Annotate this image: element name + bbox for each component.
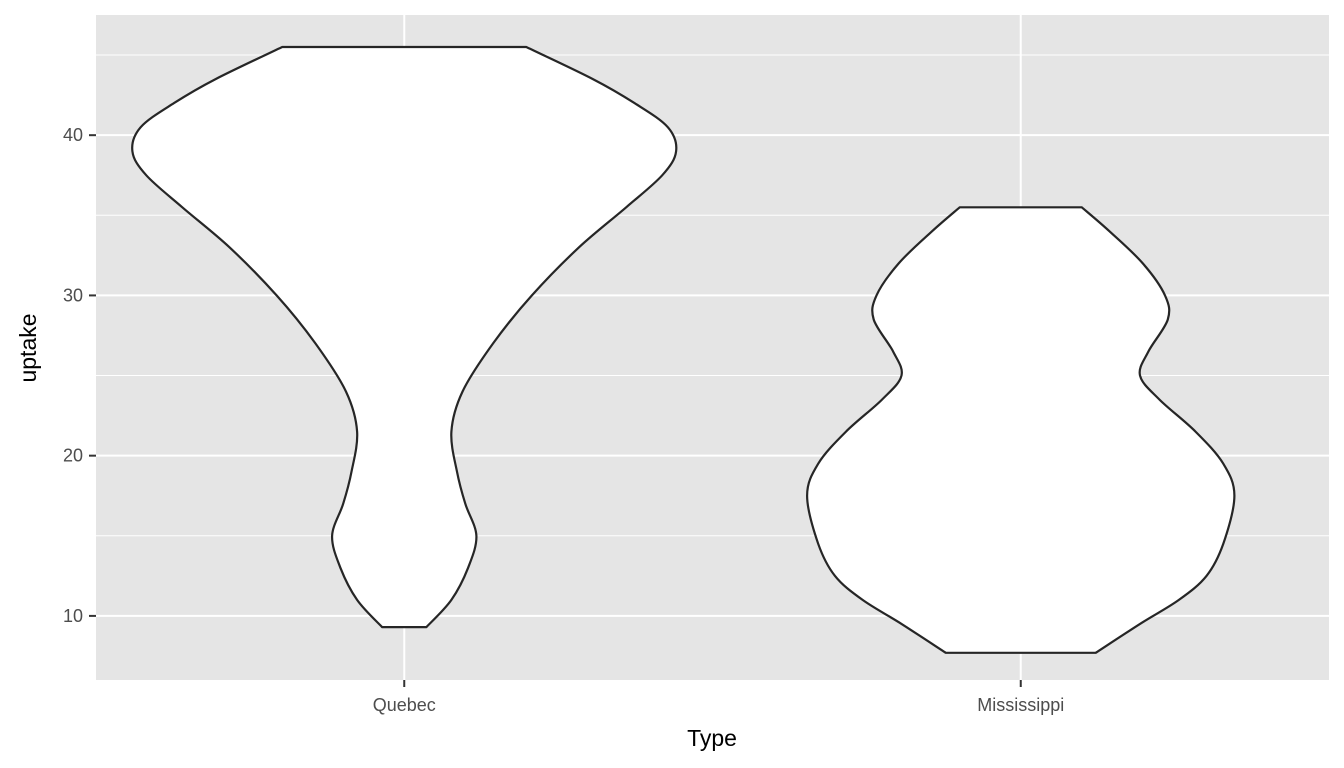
x-axis-title: Type [687,725,737,751]
y-axis-title: uptake [15,313,41,382]
y-tick-label-40: 40 [63,125,83,145]
violins [131,45,1236,654]
violin-quebec [131,45,678,629]
y-axis: 10 20 30 40 [63,125,96,626]
x-tick-label-mississippi: Mississippi [977,695,1064,715]
y-tick-label-30: 30 [63,285,83,305]
y-tick-label-10: 10 [63,606,83,626]
x-axis: Quebec Mississippi [373,680,1064,715]
y-tick-label-20: 20 [63,446,83,466]
violin-mississippi [806,206,1236,654]
x-tick-label-quebec: Quebec [373,695,436,715]
